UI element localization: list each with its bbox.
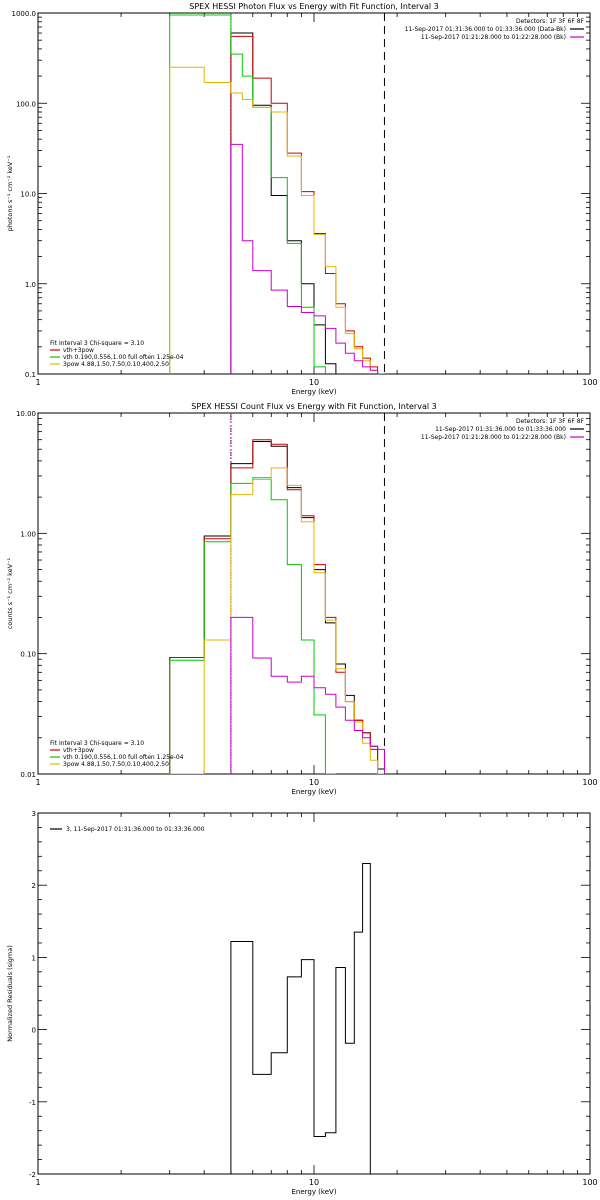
legend-item-label: 3pow 4.88,1.50,7.50,0.10,400,2.50: [63, 361, 169, 368]
header-text: Detectors: 1F 3F 6F 8F: [516, 18, 585, 25]
y-tick-label: 2: [32, 882, 36, 890]
series-line: [230, 35, 385, 374]
chart-title: SPEX HESSI Count Flux vs Energy with Fit…: [191, 402, 436, 411]
x-tick-label: 10: [309, 1178, 319, 1187]
chart-panel-3: 1 10 100 -2 -1 0 1 2 3 Energy (keV) Normalized Res…: [6, 810, 598, 1196]
chart-panel-1: 1 10 100 0.1 1.0 10.0 100.0 1000.0 Energy (keV) p…: [6, 2, 598, 396]
header-text: 11-Sep-2017 01:31:36.000 to 01:33:36.000: [435, 426, 566, 433]
y-tick-label: 100.0: [16, 100, 36, 108]
plot-frame: [37, 412, 591, 775]
y-axis-label: Normalized Residuals (sigma): [6, 945, 14, 1042]
series-line: [169, 66, 385, 374]
x-tick-label: 1: [35, 778, 40, 787]
series-line: [169, 477, 336, 774]
x-axis-label: Energy (keV): [291, 388, 336, 396]
y-tick-label: 3: [32, 810, 36, 818]
y-tick-label: 10.0: [20, 191, 36, 199]
x-tick-label: 100: [582, 378, 597, 387]
x-axis-label: Energy (keV): [291, 788, 336, 796]
legend-item-label: vth 0.190,0.556,1.00 full often 1.25e-04: [63, 354, 184, 361]
series-line: [230, 616, 385, 774]
series-line: [169, 439, 385, 774]
x-tick-label: 10: [309, 778, 319, 787]
legend-item-label: 3, 11-Sep-2017 01:31:36.000 to 01:33:36.…: [66, 826, 205, 833]
x-tick-label: 1: [35, 1178, 40, 1187]
y-tick-label: 1: [32, 954, 36, 962]
y-tick-label: -2: [29, 1171, 36, 1179]
y-axis-label: photons s⁻¹ cm⁻² keV⁻¹: [6, 155, 14, 231]
y-tick-label: 0: [32, 1027, 36, 1035]
chart-title: SPEX HESSI Photon Flux vs Energy with Fi…: [189, 2, 439, 11]
legend-heading: Fit Interval 3 Chi-square = 3.10: [50, 340, 144, 347]
header-text: 11-Sep-2017 01:21:28.000 to 01:22:28.000…: [421, 434, 566, 441]
header-text: Detectors: 1F 3F 6F 8F: [516, 418, 585, 425]
series-group: [169, 439, 385, 774]
y-tick-label: 1.00: [20, 530, 36, 538]
chart-panel-2: 1 10 100 0.01 0.10 1.00 10.00 Energy (keV) count…: [6, 402, 598, 796]
series-group: [230, 863, 371, 1174]
legend-item-label: vth+3pow: [63, 347, 94, 354]
y-tick-label: 0.1: [25, 371, 36, 379]
y-tick-label: 1000.0: [12, 10, 37, 18]
y-tick-label: 1.0: [25, 281, 36, 289]
y-tick-label: -1: [29, 1099, 36, 1107]
x-axis-label: Energy (keV): [291, 1188, 336, 1196]
x-tick-label: 10: [309, 378, 319, 387]
series-line: [169, 467, 385, 774]
series-line: [230, 143, 385, 374]
header-text: 11-Sep-2017 01:31:36.000 to 01:33:36.000…: [405, 26, 566, 33]
legend-item-label: 3pow 4.88,1.50,7.50,0.10,400,2.50: [63, 761, 169, 768]
x-tick-label: 1: [35, 378, 40, 387]
legend-item-label: vth 0.190,0.556,1.00 full often 1.25e-04: [63, 754, 184, 761]
series-line: [230, 32, 385, 374]
legend-heading: Fit Interval 3 Chi-square = 3.10: [50, 740, 144, 747]
series-line: [230, 863, 371, 1174]
y-axis-label: counts s⁻¹ cm⁻² keV⁻¹: [6, 557, 14, 629]
x-tick-label: 100: [582, 778, 597, 787]
series-group: [169, 14, 385, 374]
series-line: [169, 441, 385, 774]
x-tick-label: 100: [582, 1178, 597, 1187]
y-tick-label: 10.00: [16, 410, 36, 418]
series-line: [169, 14, 326, 374]
header-text: 11-Sep-2017 01:21:28.000 to 01:22:28.000…: [421, 34, 566, 41]
y-tick-label: 0.10: [20, 651, 36, 659]
y-tick-label: 0.01: [20, 771, 36, 779]
legend-item-label: vth+3pow: [63, 747, 94, 754]
